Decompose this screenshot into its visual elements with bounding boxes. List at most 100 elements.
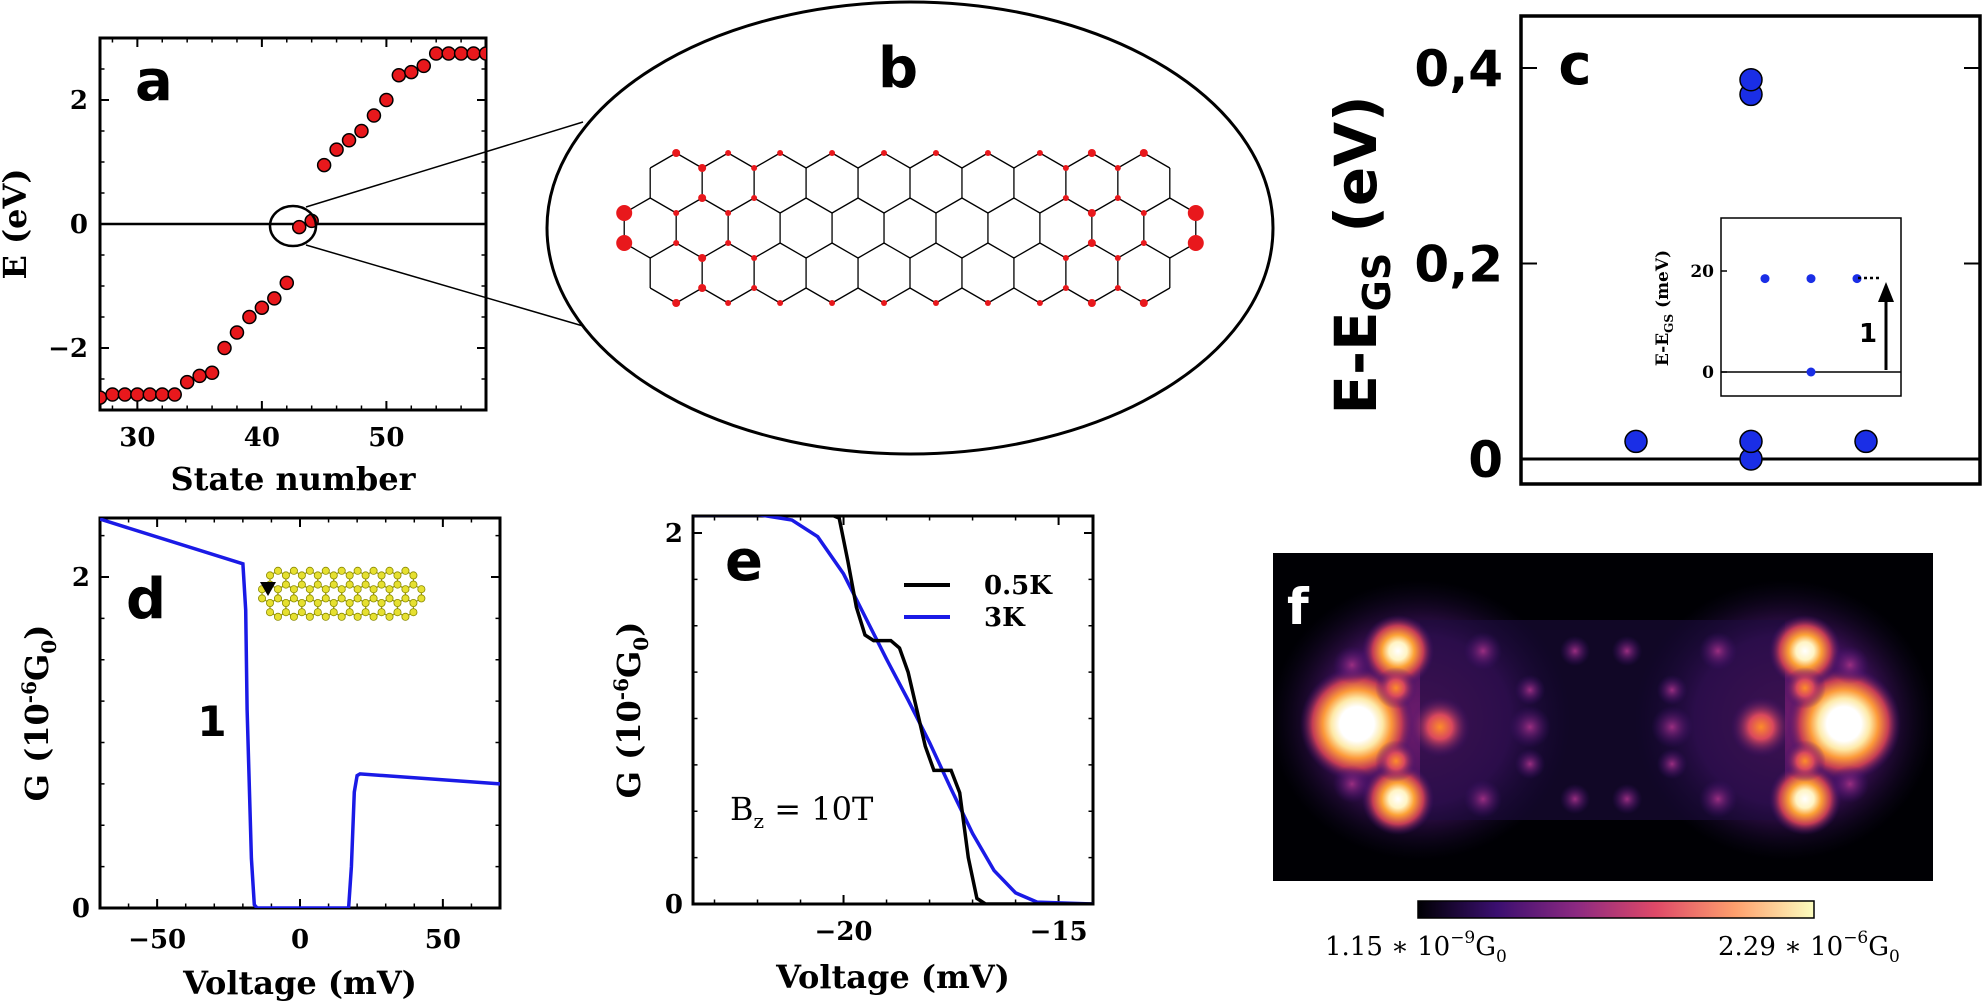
lattice-site xyxy=(1062,165,1069,171)
zoom-line-top xyxy=(305,121,584,208)
state-point xyxy=(279,275,295,291)
lattice-bond xyxy=(1013,242,1041,259)
flake-atom xyxy=(273,594,282,603)
lattice-bond xyxy=(909,242,937,259)
flake-atom xyxy=(401,594,410,603)
lattice-site xyxy=(751,165,758,171)
flake-atom xyxy=(393,571,402,580)
lattice-site xyxy=(984,300,991,306)
flake-atom xyxy=(281,608,290,617)
flake-atom xyxy=(385,585,394,594)
panel-b-lattice xyxy=(623,152,1197,304)
lattice-bond xyxy=(1143,242,1171,259)
lattice-site xyxy=(1062,285,1069,291)
current-hotspot xyxy=(1333,765,1371,803)
lattice-site xyxy=(698,284,707,292)
lattice-site xyxy=(1087,299,1096,307)
flake-atom xyxy=(385,612,394,621)
state-point xyxy=(316,157,332,173)
flake-atom xyxy=(321,612,330,621)
lattice-bond xyxy=(701,242,729,259)
current-hotspot xyxy=(1611,635,1643,667)
panel-a-ytick-0: 0 xyxy=(70,210,88,240)
lattice-bond xyxy=(649,287,677,304)
panel-d-ticks xyxy=(99,518,501,909)
flake-atom xyxy=(417,594,426,603)
flake-atom xyxy=(361,599,370,608)
flake-atom xyxy=(345,608,354,617)
panel-c-points xyxy=(1624,67,1878,471)
panel-a-xtick-30: 30 xyxy=(119,423,155,453)
flake-atom xyxy=(297,580,306,589)
panel-a-xtick-40: 40 xyxy=(244,423,280,453)
lattice-bond xyxy=(831,152,859,169)
panel-c-letter: c xyxy=(1558,33,1591,98)
panel-d-flake-inset xyxy=(258,566,426,621)
lattice-bond xyxy=(831,197,859,214)
state-point xyxy=(242,309,257,325)
panel-d-series-line xyxy=(100,518,500,908)
lattice-bond xyxy=(1065,287,1093,304)
flake-atom xyxy=(377,608,386,617)
legend-label-0.5K: 0.5K xyxy=(984,571,1053,601)
panel-a: a 30 40 50 −2 0 2 State number E (eV) xyxy=(0,36,584,498)
panel-d: d 1 −50 0 50 0 2 Voltage (mV) G (10-6G0) xyxy=(17,516,502,1002)
lattice-site xyxy=(1139,299,1148,307)
panel-c-ytick-0: 0 xyxy=(1468,431,1503,489)
lattice-bond xyxy=(987,197,1015,214)
flake-atom xyxy=(345,571,354,580)
lattice-site xyxy=(616,205,633,221)
lattice-bond xyxy=(909,152,937,169)
flake-atom xyxy=(337,566,346,575)
flake-atom xyxy=(361,608,370,617)
lattice-site xyxy=(984,150,991,156)
state-point xyxy=(466,46,481,61)
flake-atom xyxy=(353,594,362,603)
current-hotspot xyxy=(1831,646,1869,684)
lattice-bond xyxy=(675,242,703,259)
flake-atom xyxy=(417,585,426,594)
panel-c: c 0 0,2 0,4 E-EGS (eV) 1 0 20 E-EGS (meV… xyxy=(1322,14,1982,489)
flake-atom xyxy=(361,580,370,589)
lattice-site xyxy=(672,149,681,157)
lattice-site xyxy=(673,240,680,246)
current-hotspot xyxy=(1559,635,1591,667)
lattice-bond xyxy=(961,197,989,214)
flake-atom xyxy=(353,566,362,575)
flake-atom xyxy=(265,571,274,580)
state-point xyxy=(130,387,145,402)
lattice-bond xyxy=(727,242,755,259)
lattice-bond xyxy=(675,287,703,304)
panel-e-annotation: Bz = 10T xyxy=(730,790,874,833)
lattice-bond xyxy=(753,152,781,169)
flake-atom xyxy=(329,608,338,617)
lattice-site xyxy=(1114,285,1121,291)
panel-b-ellipse xyxy=(545,0,1275,456)
lattice-bond xyxy=(1039,242,1067,259)
panel-e-xtick-neg15: −15 xyxy=(1030,917,1088,947)
lattice-site xyxy=(1114,195,1121,201)
lattice-bond xyxy=(1013,287,1041,304)
lattice-bond xyxy=(1143,197,1171,214)
panel-a-ylabel: E (eV) xyxy=(0,169,34,280)
lattice-bond xyxy=(935,242,963,259)
lattice-bond xyxy=(727,197,755,214)
flake-atom xyxy=(329,599,338,608)
flake-atom xyxy=(337,594,346,603)
lattice-site xyxy=(1140,240,1147,246)
flake-atom xyxy=(297,599,306,608)
lattice-bond xyxy=(1117,152,1145,169)
lattice-bond xyxy=(805,197,833,214)
state-point xyxy=(478,46,486,61)
lattice-bond xyxy=(883,242,911,259)
lattice-bond xyxy=(1013,197,1041,214)
state-point xyxy=(416,58,431,74)
lattice-site xyxy=(673,210,680,216)
current-hotspot xyxy=(1333,646,1371,684)
flake-atom xyxy=(361,571,370,580)
state-point xyxy=(105,387,120,402)
state-point xyxy=(329,142,344,157)
lattice-site xyxy=(1087,239,1096,247)
lattice-bond xyxy=(649,242,677,259)
colorbar xyxy=(1417,900,1815,919)
